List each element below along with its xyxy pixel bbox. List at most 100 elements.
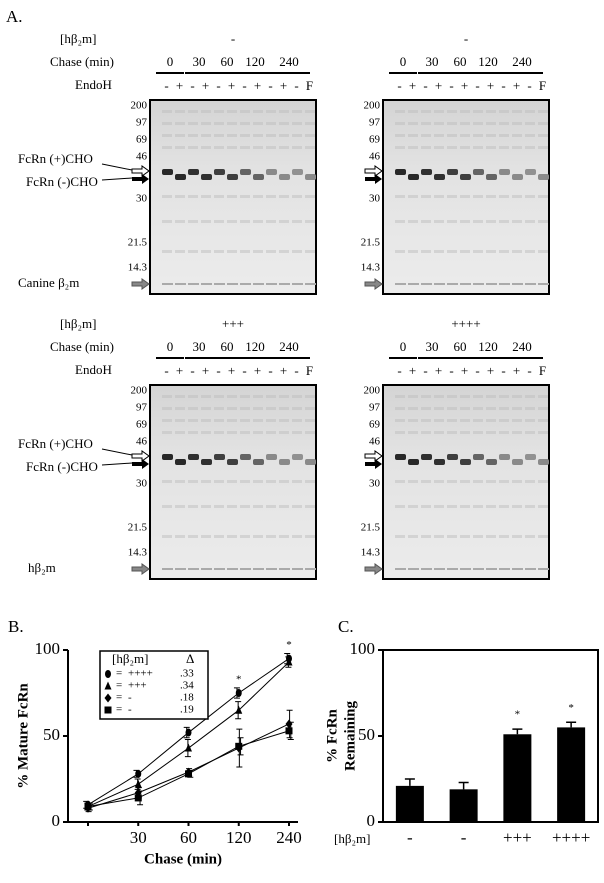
mw-marker: 97 xyxy=(369,402,381,414)
gel-smear xyxy=(460,250,470,253)
gel-band xyxy=(538,283,549,285)
gel-smear xyxy=(460,146,470,149)
marker xyxy=(285,657,293,666)
gel-smear xyxy=(499,395,509,398)
gel-smear xyxy=(486,220,496,223)
gel-band xyxy=(279,174,290,180)
endoh-sign: + xyxy=(435,363,442,378)
label-pointer xyxy=(101,462,133,466)
error-bar xyxy=(404,778,415,786)
gel-smear xyxy=(266,250,276,253)
gel-smear xyxy=(175,535,185,538)
arrow-b2m xyxy=(364,278,383,290)
gel-smear xyxy=(214,535,224,538)
endoh-sign: + xyxy=(176,363,183,378)
gel-smear xyxy=(525,250,535,253)
endoh-sign: + xyxy=(228,78,235,93)
gel-smear xyxy=(473,195,483,198)
gel-smear xyxy=(175,195,185,198)
x-tick-label: 30 xyxy=(130,828,147,847)
gel-smear xyxy=(473,431,483,434)
chase-time: 60 xyxy=(454,54,467,69)
gel-smear xyxy=(292,480,302,483)
mw-marker: 30 xyxy=(136,478,148,490)
gel-band xyxy=(395,169,406,175)
gel-smear xyxy=(292,122,302,125)
gel-smear xyxy=(408,110,418,113)
gel-smear xyxy=(188,480,198,483)
gel-band xyxy=(227,283,238,285)
row-label: EndoH xyxy=(75,362,112,377)
gel-smear xyxy=(434,505,444,508)
bar xyxy=(395,785,424,822)
gel-smear xyxy=(305,220,315,223)
gel-smear xyxy=(201,407,211,410)
gel-smear xyxy=(240,110,250,113)
chase-time: 120 xyxy=(478,54,498,69)
gel-band xyxy=(305,459,316,465)
gel-band xyxy=(227,174,238,180)
marker xyxy=(104,681,112,690)
gel-smear xyxy=(447,122,457,125)
gel-smear xyxy=(305,535,315,538)
gel-smear xyxy=(162,110,172,113)
endoh-sign: - xyxy=(268,363,272,378)
gel-smear xyxy=(408,480,418,483)
mw-marker: 14.3 xyxy=(361,262,381,274)
gel-smear xyxy=(486,122,496,125)
gel-smear xyxy=(240,407,250,410)
gel-smear xyxy=(421,146,431,149)
gel-band xyxy=(214,283,225,285)
gel-smear xyxy=(162,419,172,422)
gel-smear xyxy=(292,146,302,149)
gel-band xyxy=(525,169,536,175)
gel-smear xyxy=(538,134,548,137)
chase-time: 240 xyxy=(512,339,532,354)
gel-band xyxy=(486,283,497,285)
bar xyxy=(503,734,532,822)
gel-band xyxy=(512,568,523,570)
gel-smear xyxy=(175,431,185,434)
band-label: hβ₂m xyxy=(28,560,56,575)
row-label: [hβ₂m] xyxy=(60,31,96,46)
gel-smear xyxy=(525,419,535,422)
endoh-sign: - xyxy=(475,78,479,93)
gel-smear xyxy=(240,146,250,149)
gel-smear xyxy=(499,122,509,125)
gel-smear xyxy=(175,110,185,113)
gel-smear xyxy=(292,250,302,253)
endoh-sign: + xyxy=(409,363,416,378)
gel-band xyxy=(499,283,510,285)
gel-band xyxy=(240,568,251,570)
endoh-sign: - xyxy=(294,78,298,93)
gel-smear xyxy=(395,220,405,223)
y-axis-label: % FcRn xyxy=(324,708,340,762)
gel-smear xyxy=(292,505,302,508)
x-axis-label: Chase (min) xyxy=(144,851,222,867)
mw-marker: 200 xyxy=(131,100,148,112)
gel-smear xyxy=(460,110,470,113)
gel-smear xyxy=(279,505,289,508)
gel-smear xyxy=(486,134,496,137)
gel-smear xyxy=(292,431,302,434)
gel-smear xyxy=(421,195,431,198)
gel-smear xyxy=(525,395,535,398)
gel-band xyxy=(305,283,316,285)
chase-time: 0 xyxy=(400,54,407,69)
gel-smear xyxy=(460,122,470,125)
endoh-sign: + xyxy=(202,78,209,93)
gel-smear xyxy=(486,407,496,410)
gel-smear xyxy=(188,110,198,113)
gel-band xyxy=(460,459,471,465)
condition-label: ++++ xyxy=(451,316,480,331)
gel-smear xyxy=(538,122,548,125)
gel-smear xyxy=(227,250,237,253)
gel-smear xyxy=(460,220,470,223)
endoh-sign: - xyxy=(268,78,272,93)
gel-smear xyxy=(434,134,444,137)
marker xyxy=(185,743,192,752)
gel-band xyxy=(486,568,497,570)
gel-smear xyxy=(512,110,522,113)
gel-smear xyxy=(395,419,405,422)
gel-smear xyxy=(188,535,198,538)
